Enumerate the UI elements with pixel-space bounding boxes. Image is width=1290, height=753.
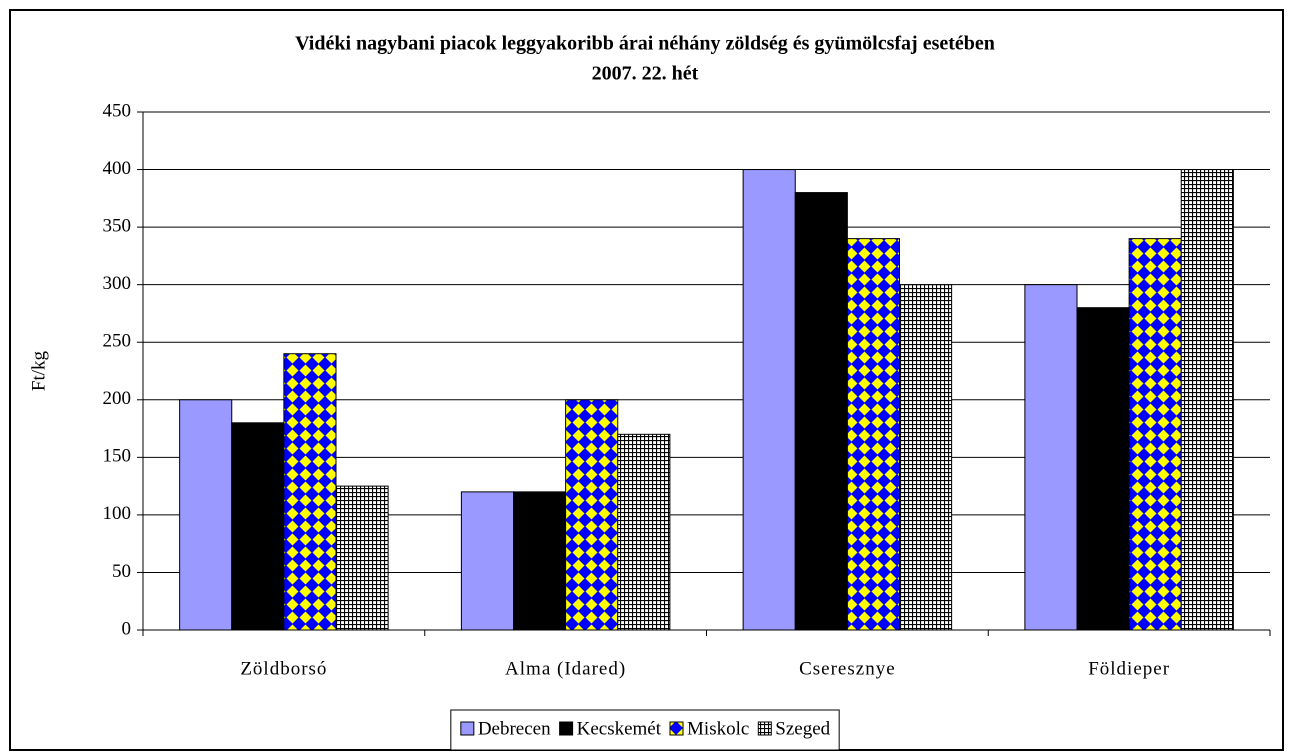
- bar: [565, 399, 619, 631]
- y-tick-label: 100: [103, 503, 132, 524]
- bar: [846, 238, 900, 631]
- x-tick-label: Alma (Idared): [505, 658, 626, 679]
- bar: [1180, 169, 1234, 631]
- chart-subtitle: 2007. 22. hét: [592, 63, 699, 85]
- bar: [283, 353, 337, 631]
- y-tick-label: 300: [103, 273, 132, 294]
- chart-title: Vidéki nagybani piacok leggyakoribb árai…: [295, 33, 995, 55]
- legend-label: Szeged: [775, 718, 830, 739]
- bar: [1128, 238, 1182, 631]
- y-tick-label: 400: [103, 158, 132, 179]
- legend-swatch: [460, 721, 475, 736]
- bar: [1024, 284, 1078, 631]
- bar: [460, 491, 515, 631]
- legend: Debrecen Kecskemét Miskolc Szeged: [450, 709, 840, 751]
- legend-label: Kecskemét: [577, 718, 662, 739]
- bar: [179, 399, 233, 631]
- bar: [231, 422, 285, 631]
- y-tick-label: 50: [112, 561, 131, 582]
- y-tick-label: 450: [103, 100, 132, 121]
- bar: [335, 485, 389, 631]
- y-tick-label: 350: [103, 215, 132, 236]
- legend-swatch: [757, 721, 772, 736]
- bar: [794, 192, 848, 631]
- bar: [742, 169, 796, 631]
- legend-swatch: [669, 721, 684, 736]
- legend-swatch: [559, 721, 574, 736]
- bar: [513, 491, 567, 631]
- bar: [1076, 307, 1130, 631]
- x-tick-label: Zöldborsó: [240, 658, 327, 679]
- x-tick-label: Cseresznye: [799, 658, 896, 679]
- legend-label: Debrecen: [478, 718, 551, 739]
- x-tick-label: Földieper: [1088, 658, 1170, 679]
- bar: [617, 433, 671, 631]
- y-tick-label: 0: [122, 618, 132, 639]
- bar: [898, 284, 953, 631]
- y-axis-label: Ft/kg: [28, 350, 49, 391]
- y-tick-label: 200: [103, 388, 132, 409]
- legend-label: Miskolc: [687, 718, 749, 739]
- y-tick-label: 150: [103, 446, 132, 467]
- y-tick-label: 250: [103, 331, 132, 352]
- legend-box: [450, 709, 840, 751]
